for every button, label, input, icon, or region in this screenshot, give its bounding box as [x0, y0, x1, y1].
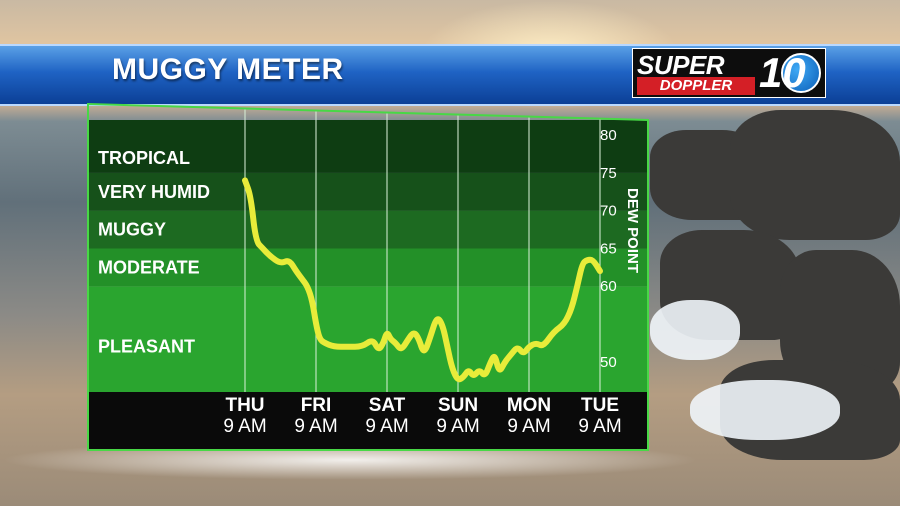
- logo-super-text: SUPER: [637, 50, 725, 80]
- dew-point-line: [242, 177, 603, 383]
- x-tick-day: TUE: [581, 395, 619, 416]
- x-tick-time: 9 AM: [507, 416, 550, 437]
- station-logo: SUPER DOPPLER 10: [632, 48, 826, 98]
- foam: [650, 300, 740, 360]
- band-very-humid: [88, 172, 648, 211]
- x-tick-day: FRI: [301, 395, 332, 416]
- chart-border: [87, 102, 649, 451]
- day-gridlines: [244, 108, 601, 392]
- x-tick-day: MON: [507, 395, 551, 416]
- x-tick-time: 9 AM: [578, 416, 621, 437]
- band-labels: TROPICAL VERY HUMID MUGGY MODERATE PLEASANT: [98, 148, 210, 357]
- band-label: TROPICAL: [98, 148, 190, 168]
- y-tick-label: 50: [600, 354, 617, 371]
- band-tropical: [88, 120, 648, 173]
- y-axis-title: DEW POINT: [624, 188, 641, 273]
- y-tick-label: 65: [600, 240, 617, 257]
- y-tick-label: 80: [600, 127, 617, 144]
- x-tick-day: SUN: [438, 395, 478, 416]
- band-pleasant: [88, 286, 648, 392]
- x-tick-time: 9 AM: [294, 416, 337, 437]
- band-moderate: [88, 248, 648, 287]
- y-tick-label: 60: [600, 278, 617, 295]
- page-title: MUGGY METER: [112, 53, 344, 86]
- time-axis-footer: [88, 392, 648, 450]
- x-tick-time: 9 AM: [223, 416, 266, 437]
- dew-point-ticks: 50 60 65 70 75 80: [600, 127, 617, 371]
- wave-icon: [781, 53, 821, 93]
- band-label: PLEASANT: [98, 337, 195, 357]
- logo-number: 10: [759, 49, 806, 96]
- foam: [690, 380, 840, 440]
- y-tick-label: 70: [600, 203, 617, 220]
- x-tick-time: 9 AM: [436, 416, 479, 437]
- comfort-bands: [88, 120, 648, 392]
- x-tick-day: THU: [225, 395, 264, 416]
- x-tick-time: 9 AM: [365, 416, 408, 437]
- band-label: VERY HUMID: [98, 182, 210, 202]
- logo-doppler-text: DOPPLER: [637, 77, 755, 95]
- band-label: MUGGY: [98, 220, 166, 240]
- x-tick-day: SAT: [369, 395, 406, 416]
- y-tick-label: 75: [600, 165, 617, 182]
- rock: [730, 110, 900, 240]
- band-label: MODERATE: [98, 257, 200, 277]
- band-muggy: [88, 210, 648, 249]
